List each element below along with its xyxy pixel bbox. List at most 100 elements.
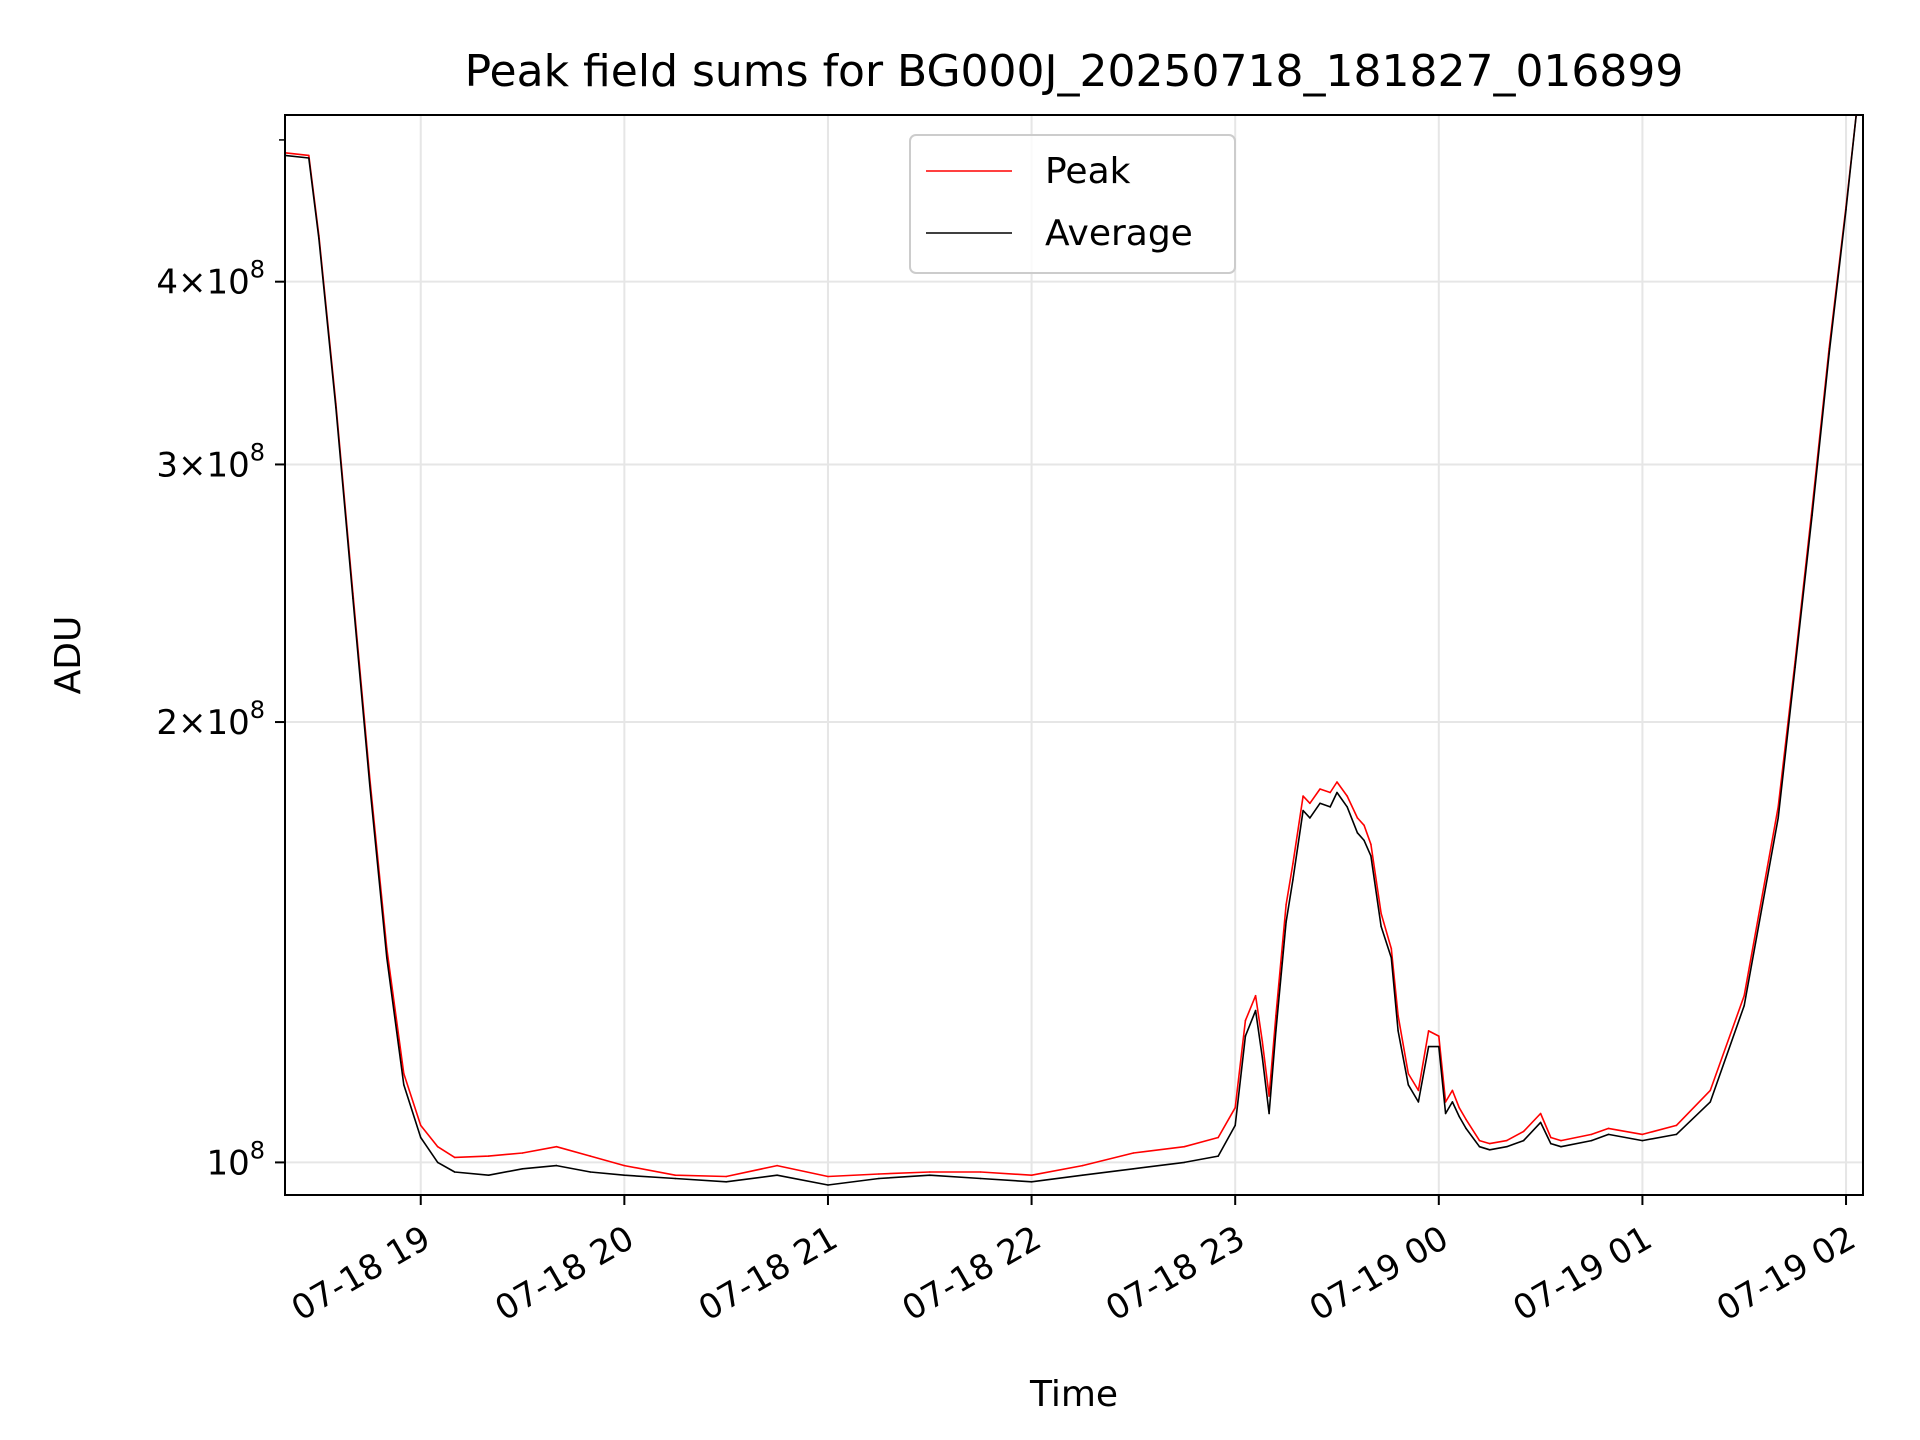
data-point-average [1539, 1121, 1542, 1124]
data-point-average [1458, 1115, 1460, 1118]
data-point-average [1590, 1139, 1593, 1142]
data-point-average [1329, 806, 1331, 808]
legend-box [909, 134, 1236, 274]
data-point-peak [1390, 947, 1393, 950]
data-point-peak [1417, 1089, 1420, 1092]
data-point-average [1407, 1084, 1410, 1086]
data-point-peak [1268, 1095, 1270, 1097]
data-point-average [1292, 879, 1294, 881]
data-point-peak [1505, 1139, 1508, 1142]
data-point-peak [1407, 1072, 1410, 1075]
data-point-peak [1244, 1019, 1247, 1022]
data-point-average [352, 597, 354, 600]
data-point-peak [1478, 1139, 1481, 1142]
data-point-average [1319, 802, 1321, 805]
data-point-average [1845, 208, 1847, 211]
data-point-average [979, 1177, 982, 1180]
data-point-peak [1397, 1014, 1399, 1017]
data-point-peak [1465, 1118, 1467, 1121]
data-point-peak [1363, 824, 1365, 827]
data-point-peak [308, 154, 310, 157]
data-point-peak [1261, 1040, 1264, 1043]
data-point-peak [1336, 781, 1338, 783]
data-point-peak [1675, 1124, 1678, 1127]
data-point-average [1217, 1155, 1219, 1157]
y-tick-label: 108 [206, 1136, 265, 1183]
data-point-average [1234, 1124, 1236, 1127]
data-point-peak [1030, 1174, 1033, 1176]
data-point-peak [776, 1164, 778, 1167]
data-point-peak [929, 1171, 931, 1173]
series-layer [285, 115, 1857, 1186]
data-point-peak [1370, 843, 1372, 846]
data-point-average [1709, 1101, 1712, 1103]
data-point-peak [1183, 1145, 1186, 1148]
data-point-peak [521, 1152, 524, 1154]
data-point-average [403, 1084, 405, 1086]
legend-label-peak: Peak [1045, 151, 1131, 192]
data-point-average [1743, 1004, 1745, 1007]
data-point-average [521, 1168, 524, 1170]
data-point-peak [1302, 795, 1304, 797]
data-point-average [1356, 832, 1359, 834]
y-tick-label: 4×108 [156, 256, 265, 303]
data-point-average [1828, 353, 1830, 355]
grid [285, 115, 1863, 1195]
data-point-peak [1356, 817, 1359, 819]
data-point-peak [1285, 904, 1287, 906]
data-point-average [1641, 1139, 1644, 1142]
data-point-peak [1522, 1130, 1525, 1133]
y-axis-label: ADU [48, 616, 89, 695]
data-point-peak [419, 1124, 422, 1127]
data-point-peak [555, 1145, 558, 1148]
data-point-peak [1329, 791, 1331, 794]
data-point-peak [1458, 1106, 1460, 1109]
data-point-average [1427, 1045, 1430, 1048]
data-point-average [1346, 806, 1348, 808]
data-point-average [1675, 1133, 1678, 1136]
data-point-average [929, 1174, 931, 1176]
y-axis: 108 2×108 3×108 4×108 [156, 139, 285, 1183]
legend-label-average: Average [1045, 213, 1193, 254]
data-point-average [308, 157, 310, 159]
data-point-average [1363, 839, 1365, 842]
data-point-peak [878, 1173, 880, 1175]
data-point-average [1244, 1035, 1247, 1037]
data-point-average [1505, 1145, 1508, 1148]
data-point-average [1522, 1139, 1525, 1142]
legend: Peak Average [909, 134, 1236, 274]
data-point-average [1390, 957, 1393, 959]
data-point-average [1777, 817, 1779, 819]
data-point-average [1254, 1009, 1257, 1012]
data-point-average [623, 1174, 626, 1176]
data-point-average [555, 1164, 558, 1167]
data-point-average [1397, 1030, 1399, 1032]
plot-frame [284, 114, 1864, 1196]
data-point-average [1550, 1142, 1552, 1145]
data-point-average [335, 407, 337, 409]
data-point-average [1309, 817, 1311, 819]
data-point-peak [623, 1164, 626, 1167]
data-point-average [1560, 1145, 1562, 1148]
data-point-peak [674, 1174, 677, 1176]
data-point-peak [1488, 1142, 1491, 1145]
data-point-average [1370, 855, 1372, 857]
data-point-peak [1132, 1152, 1135, 1154]
data-point-average [419, 1136, 422, 1139]
data-point-average [1030, 1181, 1033, 1183]
data-point-peak [1451, 1089, 1454, 1092]
data-point-average [1336, 791, 1338, 794]
data-point-average [369, 784, 371, 787]
data-point-peak [589, 1155, 592, 1157]
data-point-average [1081, 1174, 1084, 1176]
data-point-average [827, 1184, 829, 1186]
data-point-peak [1560, 1139, 1562, 1142]
data-point-average [1285, 921, 1287, 923]
data-point-average [725, 1181, 727, 1183]
data-point-average [878, 1177, 880, 1180]
data-point-average [1488, 1149, 1491, 1151]
data-point-peak [1539, 1112, 1542, 1115]
data-point-average [1811, 514, 1813, 516]
data-point-peak [1254, 994, 1257, 997]
